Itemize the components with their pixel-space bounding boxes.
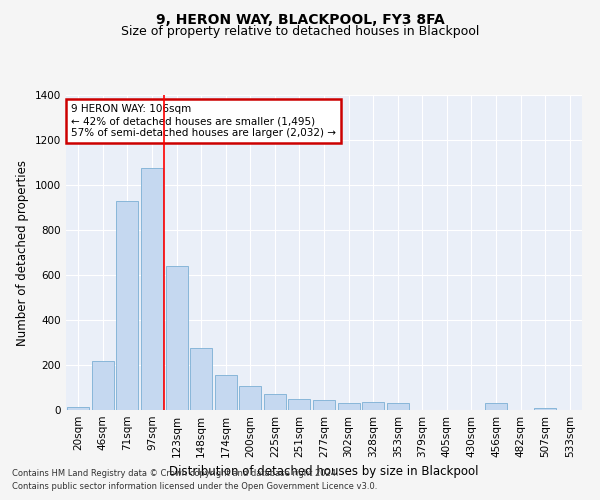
Bar [239, 386, 262, 410]
Bar [116, 200, 139, 410]
Text: 9, HERON WAY, BLACKPOOL, FY3 8FA: 9, HERON WAY, BLACKPOOL, FY3 8FA [155, 12, 445, 26]
Bar [67, 406, 89, 410]
Bar [485, 403, 507, 410]
Text: Contains HM Land Registry data © Crown copyright and database right 2024.: Contains HM Land Registry data © Crown c… [12, 468, 338, 477]
Text: Size of property relative to detached houses in Blackpool: Size of property relative to detached ho… [121, 25, 479, 38]
Bar [313, 400, 335, 410]
Bar [289, 399, 310, 410]
X-axis label: Distribution of detached houses by size in Blackpool: Distribution of detached houses by size … [169, 466, 479, 478]
Y-axis label: Number of detached properties: Number of detached properties [16, 160, 29, 346]
Bar [190, 348, 212, 410]
Bar [362, 402, 384, 410]
Text: Contains public sector information licensed under the Open Government Licence v3: Contains public sector information licen… [12, 482, 377, 491]
Bar [141, 168, 163, 410]
Bar [386, 403, 409, 410]
Bar [338, 403, 359, 410]
Bar [166, 266, 188, 410]
Bar [264, 394, 286, 410]
Text: 9 HERON WAY: 106sqm
← 42% of detached houses are smaller (1,495)
57% of semi-det: 9 HERON WAY: 106sqm ← 42% of detached ho… [71, 104, 336, 138]
Bar [215, 375, 237, 410]
Bar [534, 408, 556, 410]
Bar [92, 360, 114, 410]
